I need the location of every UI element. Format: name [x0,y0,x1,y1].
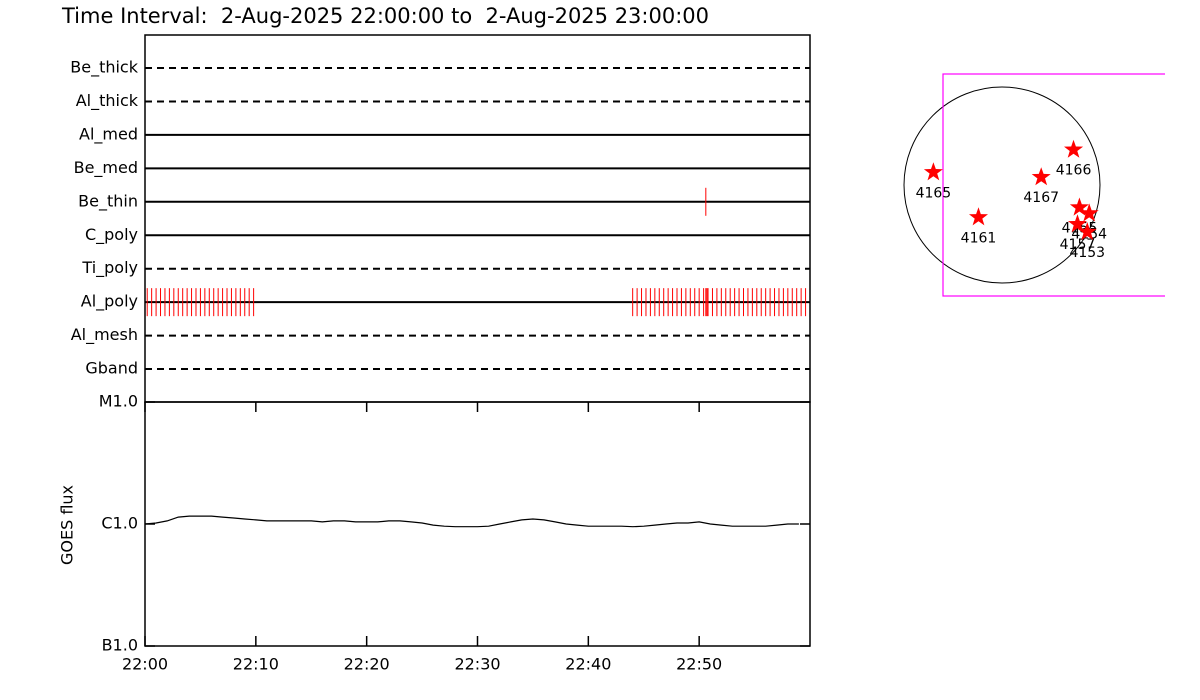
y-tick-label: B1.0 [102,636,138,655]
filter-label: Gband [85,359,138,378]
region-star [923,162,943,181]
goes-curve [144,515,799,528]
field-of-view [942,73,1165,297]
x-tick-label: 22:50 [676,655,722,674]
x-tick-label: 22:40 [565,655,611,674]
filter-label: Ti_poly [81,258,138,278]
filter-label: Al_thick [76,91,139,111]
x-tick-label: 22:10 [233,655,279,674]
region-label: 4161 [961,230,997,246]
solar-disk [903,86,1101,284]
region-label: 4167 [1023,190,1059,206]
y-axis-label: GOES flux [58,485,77,565]
region-label: 4165 [916,185,952,201]
region-label: 4166 [1056,163,1092,179]
region-label: 4153 [1069,245,1105,261]
region-star [1067,214,1087,233]
region-star [1079,203,1099,222]
x-tick-label: 22:30 [454,655,500,674]
x-tick-label: 22:20 [344,655,390,674]
filter-label: Be_med [74,158,138,178]
filter-label: C_poly [85,225,138,245]
region-star [1069,197,1089,216]
y-tick-label: M1.0 [99,392,138,411]
filter-label: Al_poly [81,292,138,312]
filter-label: Al_mesh [71,325,138,345]
region-star [1031,167,1051,186]
region-star [1077,222,1097,241]
timeline-frame [144,34,811,403]
x-tick-label: 22:00 [122,655,168,674]
chart-title: Time Interval: 2-Aug-2025 22:00:00 to 2-… [61,4,709,28]
filter-label: Be_thin [78,191,138,211]
filter-label: Be_thick [70,58,138,78]
region-star [969,207,988,226]
region-star [1064,139,1084,158]
y-tick-label: C1.0 [101,514,138,533]
filter-label: Al_med [79,124,138,144]
region-label: 4157 [1060,237,1096,253]
